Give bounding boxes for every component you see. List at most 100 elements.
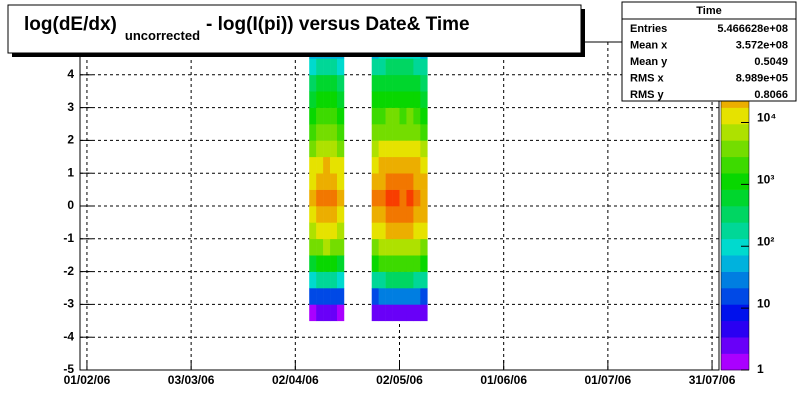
heat-cell [336, 124, 345, 141]
stats-label: Mean y [630, 56, 668, 68]
heat-cell [323, 238, 331, 256]
color-bar-step [721, 222, 749, 240]
z-tick-label: 10 [757, 296, 771, 310]
heat-cell [330, 173, 338, 190]
heat-cell [371, 271, 379, 289]
heat-cell [399, 91, 407, 108]
stats-label: RMS x [630, 72, 665, 84]
heat-cell [420, 222, 428, 240]
heat-cell [330, 107, 338, 125]
heat-cell [420, 173, 428, 190]
x-tick-label: 01/02/06 [64, 373, 111, 387]
heat-cell [399, 189, 407, 207]
heat-cell [316, 206, 324, 223]
heat-cell [323, 91, 331, 108]
color-bar-step [721, 140, 749, 158]
color-bar-step [721, 304, 749, 322]
title-box [7, 4, 582, 54]
heat-cell [336, 74, 345, 92]
heat-cell [316, 288, 324, 305]
heat-cell [316, 107, 324, 125]
y-tick-label: 2 [67, 133, 74, 147]
heat-cell [323, 156, 331, 174]
color-bar-step [721, 189, 749, 207]
heat-cell [336, 140, 345, 158]
heat-cell [385, 222, 393, 240]
heat-cell [323, 255, 331, 272]
x-tick-label: 02/05/06 [376, 373, 423, 387]
heat-cell [378, 238, 386, 256]
heat-cell [309, 107, 317, 125]
heat-cell [336, 238, 345, 256]
heat-cell [420, 140, 428, 158]
y-tick-label: -5 [63, 362, 74, 376]
heat-cell [336, 206, 345, 223]
heat-cell [392, 74, 400, 92]
heat-cell [336, 156, 345, 174]
heat-cell [413, 304, 421, 322]
y-tick-label: -1 [63, 231, 74, 245]
heat-cell [309, 222, 317, 240]
heat-cell [385, 255, 393, 272]
heat-cell [330, 189, 338, 207]
heat-cell [420, 255, 428, 272]
heat-cell [323, 74, 331, 92]
y-tick-label: 3 [67, 100, 74, 114]
heat-cell [330, 140, 338, 158]
heat-cell [309, 156, 317, 174]
heat-cell [378, 140, 386, 158]
heat-cell [371, 206, 379, 223]
stats-value: 3.572e+08 [736, 39, 788, 51]
heat-cell [371, 304, 379, 322]
heat-cell [420, 304, 428, 322]
heat-cell [413, 288, 421, 305]
heat-cell [316, 124, 324, 141]
heat-cell [309, 140, 317, 158]
color-bar-step [721, 173, 749, 190]
heat-cell [336, 107, 345, 125]
heat-cell [406, 140, 414, 158]
heat-cell [316, 91, 324, 108]
heat-cell [413, 91, 421, 108]
heat-cell [385, 271, 393, 289]
heat-cell [378, 173, 386, 190]
heat-cell [413, 156, 421, 174]
heat-cell [309, 74, 317, 92]
heat-cell [399, 222, 407, 240]
heat-cell [330, 271, 338, 289]
heat-cell [399, 173, 407, 190]
x-tick-label: 31/07/06 [689, 373, 736, 387]
color-bar-step [721, 156, 749, 174]
heat-cell [330, 124, 338, 141]
heat-cell [371, 74, 379, 92]
heat-cell [399, 58, 407, 76]
heat-cell [371, 288, 379, 305]
heat-cell [323, 271, 331, 289]
heat-cell [413, 206, 421, 223]
heat-cell [399, 124, 407, 141]
heat-cell [316, 238, 324, 256]
heat-cell [371, 238, 379, 256]
heat-cell [420, 58, 428, 76]
z-tick-label: 10² [757, 234, 774, 248]
heat-cell [330, 206, 338, 223]
title-rest: - log(I(pi)) versus Date& Time [206, 14, 470, 35]
heat-cell [385, 173, 393, 190]
x-tick-label: 03/03/06 [168, 373, 215, 387]
heat-cell [371, 173, 379, 190]
heat-cell [406, 222, 414, 240]
heat-cell [323, 124, 331, 141]
z-tick-label: 10³ [757, 173, 774, 187]
z-tick-label: 1 [757, 362, 764, 376]
heat-cell [330, 74, 338, 92]
heat-cell [392, 58, 400, 76]
heat-cell [392, 288, 400, 305]
stats-title: Time [696, 5, 721, 17]
color-bar-step [721, 337, 749, 354]
heat-cell [330, 238, 338, 256]
heat-cell [309, 255, 317, 272]
color-bar-step [721, 238, 749, 256]
heat-cell [420, 238, 428, 256]
heat-cell [420, 91, 428, 108]
heat-cell [392, 271, 400, 289]
